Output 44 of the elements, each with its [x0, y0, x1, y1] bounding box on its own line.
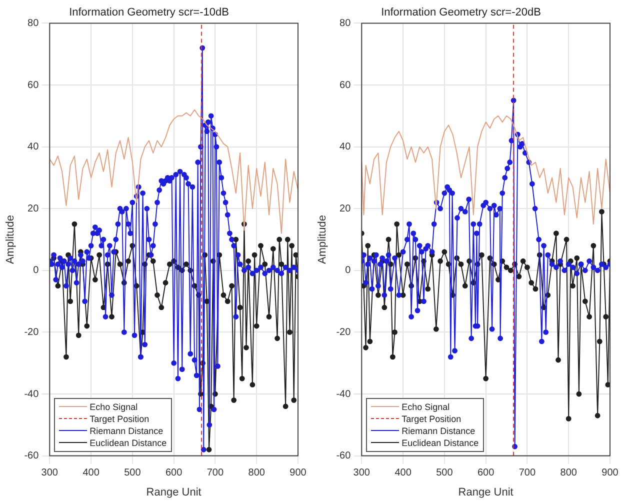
chart-title: Information Geometry scr=-10dB: [69, 6, 229, 19]
legend-label: Riemann Distance: [402, 424, 476, 437]
y-tick-label: 80: [340, 18, 352, 29]
x-tick-label: 300: [353, 468, 370, 479]
y-tick-label: -20: [24, 326, 40, 338]
x-tick-label: 400: [82, 468, 100, 479]
y-tick-label: 60: [28, 80, 40, 91]
x-tick-label: 500: [436, 468, 454, 479]
y-tick-label: 40: [340, 142, 352, 153]
legend-label: Euclidean Distance: [402, 436, 479, 449]
y-axis-title: Amplitude: [4, 215, 17, 264]
x-axis-title: Range Unit: [146, 486, 202, 498]
y-tick-label: -60: [336, 450, 352, 462]
x-tick-label: 600: [477, 468, 495, 479]
y-tick-label: 60: [340, 80, 352, 91]
y-tick-label: 0: [345, 265, 352, 276]
y-tick-label: 40: [28, 142, 40, 153]
y-tick-label: -40: [336, 388, 352, 400]
y-tick-label: 20: [28, 203, 40, 214]
x-tick-label: 400: [394, 468, 412, 479]
x-axis-title: Range Unit: [458, 486, 514, 498]
legend-label: Riemann Distance: [90, 424, 164, 437]
chart-title: Information Geometry scr=-20dB: [381, 6, 541, 19]
y-tick-label: 80: [28, 18, 40, 29]
x-tick-label: 800: [560, 468, 578, 479]
y-tick-label: 0: [33, 265, 40, 276]
x-tick-label: 600: [165, 468, 183, 479]
legend-label: Target Position: [402, 412, 462, 425]
y-tick-label: 20: [340, 203, 352, 214]
legend-label: Echo Signal: [402, 400, 450, 413]
x-tick-label: 900: [290, 468, 307, 479]
legend-label: Echo Signal: [90, 400, 138, 413]
legend-label: Target Position: [90, 412, 150, 425]
y-tick-label: -40: [24, 388, 40, 400]
x-tick-label: 300: [41, 468, 58, 479]
x-tick-label: 700: [518, 468, 536, 479]
legend-label: Euclidean Distance: [90, 436, 167, 449]
x-tick-label: 700: [206, 468, 224, 479]
x-tick-label: 900: [602, 468, 619, 479]
y-tick-label: -60: [24, 450, 40, 462]
y-axis-title: Amplitude: [316, 215, 329, 264]
x-tick-label: 800: [248, 468, 266, 479]
y-tick-label: -20: [336, 326, 352, 338]
x-tick-label: 500: [124, 468, 142, 479]
